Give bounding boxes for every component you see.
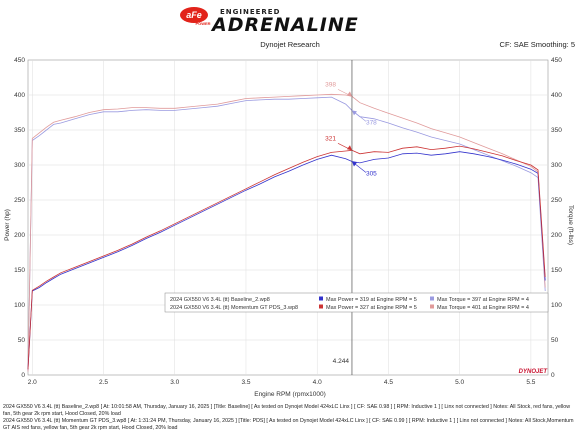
y-tick-left-label: 250 xyxy=(14,197,25,204)
cursor-value-label: 321 xyxy=(325,135,336,142)
afe-logo: aFe POWER xyxy=(180,7,211,26)
y-tick-right-label: 450 xyxy=(551,57,562,64)
legend-power-label: Max Power = 319 at Engine RPM = 5 xyxy=(326,297,417,303)
grid xyxy=(28,60,548,375)
y-tick-left-label: 400 xyxy=(14,92,25,99)
y-axis-left-label: Power (hp) xyxy=(4,209,11,241)
brand-top: ENGINEERED xyxy=(220,8,280,16)
x-tick-label: 4.0 xyxy=(313,379,322,386)
x-tick-label: 2.0 xyxy=(28,379,37,386)
y-tick-left-label: 350 xyxy=(14,127,25,134)
x-tick-label: 2.5 xyxy=(99,379,108,386)
y-tick-right-label: 50 xyxy=(551,337,559,344)
logo-sub-text: POWER xyxy=(195,21,210,26)
x-ticks: 2.0 2.5 3.0 3.5 4.0 4.5 5.0 5.5 xyxy=(28,379,536,386)
y-tick-left-label: 150 xyxy=(14,267,25,274)
dynojet-watermark: DYNOJET xyxy=(519,369,549,375)
y-tick-left-label: 0 xyxy=(21,372,25,379)
legend: 2024 GX550 V6 3.4L (tt) Baseline_2.wp8 Ma… xyxy=(164,292,549,313)
y-tick-right-label: 300 xyxy=(551,162,562,169)
y-tick-left-label: 450 xyxy=(14,57,25,64)
y-tick-right-label: 0 xyxy=(551,372,555,379)
cursor-value-label: 378 xyxy=(366,119,377,126)
x-tick-label: 5.0 xyxy=(455,379,464,386)
y-ticks-right: 0 50 100 150 200 250 300 350 400 450 xyxy=(551,57,562,379)
legend-torque-label: Max Torque = 401 at Engine RPM = 4 xyxy=(437,305,529,311)
cursor-value-label: 305 xyxy=(366,171,377,178)
cursor-rpm-label: 4.244 xyxy=(333,358,350,365)
y-tick-right-label: 400 xyxy=(551,92,562,99)
right-header-label: CF: SAE Smoothing: 5 xyxy=(500,40,575,49)
legend-torque-label: Max Torque = 397 at Engine RPM = 4 xyxy=(437,297,529,303)
y-tick-right-label: 350 xyxy=(551,127,562,134)
left-header-label: Dynojet Research xyxy=(260,40,320,49)
series-line-1 xyxy=(27,145,546,370)
x-tick-label: 3.5 xyxy=(241,379,250,386)
plot-area xyxy=(27,59,549,376)
y-axis-right-label: Torque (ft-lbs) xyxy=(567,205,574,245)
series-line-3 xyxy=(27,93,546,372)
footer-line-baseline: 2024 GX550 V6 3.4L (tt) Baseline_2.wp8 [… xyxy=(3,404,571,417)
legend-swatch-torque xyxy=(430,304,434,309)
cursor-arrow xyxy=(346,91,352,97)
footer-line-pds: 2024 GX550 V6 3.4L (tt) Momentum GT PDS_… xyxy=(3,418,574,431)
series-line-2 xyxy=(27,96,546,372)
series-lines xyxy=(27,93,546,372)
legend-swatch-power xyxy=(319,304,323,309)
cursor-value-label: 398 xyxy=(325,81,336,88)
y-tick-left-label: 100 xyxy=(14,302,25,309)
y-tick-right-label: 150 xyxy=(551,267,562,274)
y-tick-left-label: 200 xyxy=(14,232,25,239)
cursor[interactable]: 4.244 305 321 378 398 xyxy=(325,60,377,375)
x-axis-label: Engine RPM (rpmx1000) xyxy=(254,391,326,398)
series-line-0 xyxy=(27,151,546,370)
logo-main-text: aFe xyxy=(186,10,202,20)
y-tick-left-label: 50 xyxy=(18,337,26,344)
legend-power-label: Max Power = 327 at Engine RPM = 5 xyxy=(326,305,417,311)
legend-file-name: 2024 GX550 V6 3.4L (tt) Momentum GT PDS_… xyxy=(170,305,298,311)
legend-swatch-power xyxy=(319,296,323,301)
y-tick-right-label: 200 xyxy=(551,232,562,239)
cursor-arrow xyxy=(351,161,357,167)
legend-swatch-torque xyxy=(430,296,434,301)
cursor-arrow xyxy=(351,110,357,116)
y-ticks-left: 0 50 100 150 200 250 300 350 400 450 xyxy=(14,57,25,379)
x-tick-label: 5.5 xyxy=(526,379,535,386)
y-tick-right-label: 250 xyxy=(551,197,562,204)
cursor-arrow xyxy=(346,145,352,151)
x-tick-label: 4.5 xyxy=(384,379,393,386)
brand-main: ADRENALINE xyxy=(210,14,359,36)
y-tick-right-label: 100 xyxy=(551,302,562,309)
legend-file-name: 2024 GX550 V6 3.4L (tt) Baseline_2.wp8 xyxy=(170,297,270,303)
y-tick-left-label: 300 xyxy=(14,162,25,169)
x-tick-label: 3.0 xyxy=(170,379,179,386)
